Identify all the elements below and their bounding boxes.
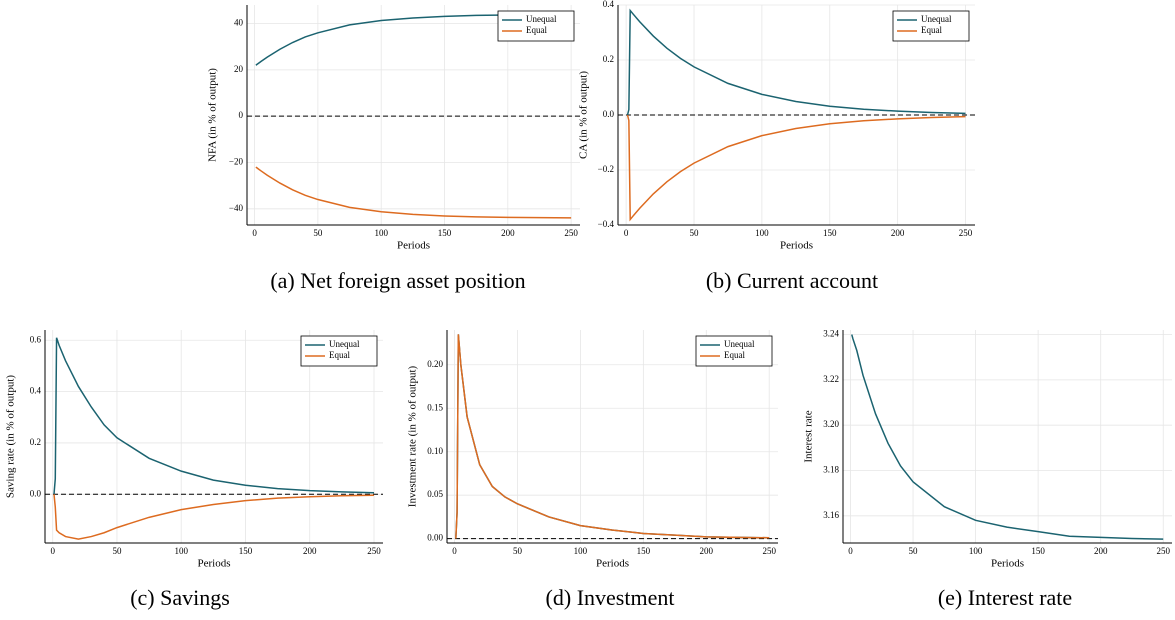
y-tick-label: 3.20 bbox=[823, 419, 839, 429]
legend-label: Unequal bbox=[921, 14, 952, 24]
y-tick-label: 0.2 bbox=[603, 54, 614, 64]
y-tick-label: 40 bbox=[234, 18, 244, 28]
legend-label: Unequal bbox=[526, 14, 557, 24]
x-tick-label: 100 bbox=[574, 546, 588, 556]
y-axis-label: CA (in % of output) bbox=[578, 71, 590, 159]
y-tick-label: 3.22 bbox=[823, 374, 839, 384]
y-tick-label: 0.2 bbox=[30, 437, 41, 447]
caption: (d) Investment bbox=[546, 585, 675, 610]
y-axis-label: Saving rate (in % of output) bbox=[5, 375, 17, 498]
y-tick-label: 0.4 bbox=[30, 386, 42, 396]
caption: (c) Savings bbox=[130, 585, 230, 610]
series-line bbox=[255, 166, 572, 219]
caption: (b) Current account bbox=[706, 268, 878, 293]
legend-label: Unequal bbox=[724, 339, 755, 349]
y-tick-label: 0.6 bbox=[30, 334, 42, 344]
legend-label: Unequal bbox=[329, 339, 360, 349]
x-axis-label: Periods bbox=[991, 558, 1024, 570]
x-tick-label: 0 bbox=[848, 546, 853, 556]
x-tick-label: 200 bbox=[700, 546, 714, 556]
legend-label: Equal bbox=[329, 350, 350, 360]
y-tick-label: 0.10 bbox=[427, 446, 443, 456]
y-tick-label: −20 bbox=[229, 157, 244, 167]
legend-label: Equal bbox=[921, 25, 942, 35]
x-tick-label: 150 bbox=[637, 546, 651, 556]
x-tick-label: 0 bbox=[252, 228, 257, 238]
x-tick-label: 150 bbox=[823, 228, 837, 238]
x-tick-label: 50 bbox=[690, 228, 700, 238]
series-line bbox=[53, 337, 375, 495]
series-line bbox=[851, 334, 1164, 540]
x-tick-label: 50 bbox=[513, 546, 523, 556]
y-tick-label: 20 bbox=[234, 64, 244, 74]
legend-box bbox=[497, 10, 575, 42]
legend-box bbox=[300, 335, 378, 367]
series-line bbox=[626, 8, 966, 116]
legend-box bbox=[695, 335, 773, 367]
x-tick-label: 0 bbox=[452, 546, 457, 556]
y-tick-label: 0.4 bbox=[603, 0, 615, 9]
y-tick-label: 3.16 bbox=[823, 510, 839, 520]
series-line bbox=[255, 13, 572, 66]
x-tick-label: 100 bbox=[174, 546, 188, 556]
x-tick-label: 250 bbox=[564, 228, 578, 238]
y-tick-label: 0.15 bbox=[427, 402, 443, 412]
x-tick-label: 150 bbox=[239, 546, 253, 556]
y-tick-label: 0.00 bbox=[427, 533, 443, 543]
y-tick-label: 0 bbox=[239, 110, 244, 120]
y-axis-label: NFA (in % of output) bbox=[207, 68, 219, 162]
caption: (e) Interest rate bbox=[938, 585, 1072, 610]
y-tick-label: 0.20 bbox=[427, 359, 443, 369]
x-tick-label: 150 bbox=[1031, 546, 1045, 556]
x-tick-label: 0 bbox=[624, 228, 629, 238]
x-tick-label: 200 bbox=[303, 546, 317, 556]
x-tick-label: 100 bbox=[755, 228, 769, 238]
x-tick-label: 100 bbox=[969, 546, 983, 556]
y-tick-label: −0.2 bbox=[598, 164, 614, 174]
x-tick-label: 50 bbox=[112, 546, 122, 556]
x-tick-label: 250 bbox=[959, 228, 973, 238]
series-line bbox=[626, 114, 966, 222]
x-tick-label: 200 bbox=[891, 228, 905, 238]
x-tick-label: 0 bbox=[50, 546, 55, 556]
x-tick-label: 150 bbox=[438, 228, 452, 238]
y-tick-label: 0.05 bbox=[427, 489, 443, 499]
x-tick-label: 50 bbox=[313, 228, 323, 238]
series-line bbox=[455, 334, 770, 539]
y-tick-label: −40 bbox=[229, 203, 244, 213]
x-tick-label: 250 bbox=[1156, 546, 1170, 556]
y-tick-label: 0.0 bbox=[30, 488, 42, 498]
x-tick-label: 200 bbox=[1094, 546, 1108, 556]
y-axis-label: Investment rate (in % of output) bbox=[407, 365, 419, 507]
y-tick-label: 0.0 bbox=[603, 109, 615, 119]
y-tick-label: 3.18 bbox=[823, 465, 839, 475]
caption: (a) Net foreign asset position bbox=[270, 268, 525, 293]
x-tick-label: 200 bbox=[501, 228, 515, 238]
legend-label: Equal bbox=[724, 350, 745, 360]
legend-box bbox=[892, 10, 970, 42]
y-axis-label: Interest rate bbox=[803, 410, 815, 462]
y-tick-label: 3.24 bbox=[823, 329, 839, 339]
x-tick-label: 250 bbox=[762, 546, 776, 556]
x-tick-label: 100 bbox=[374, 228, 388, 238]
x-axis-label: Periods bbox=[397, 240, 430, 252]
x-axis-label: Periods bbox=[596, 558, 629, 570]
x-tick-label: 250 bbox=[367, 546, 381, 556]
x-axis-label: Periods bbox=[780, 240, 813, 252]
x-axis-label: Periods bbox=[198, 558, 231, 570]
y-tick-label: −0.4 bbox=[598, 219, 615, 229]
series-line bbox=[53, 494, 375, 540]
legend-label: Equal bbox=[526, 25, 547, 35]
x-tick-label: 50 bbox=[909, 546, 919, 556]
